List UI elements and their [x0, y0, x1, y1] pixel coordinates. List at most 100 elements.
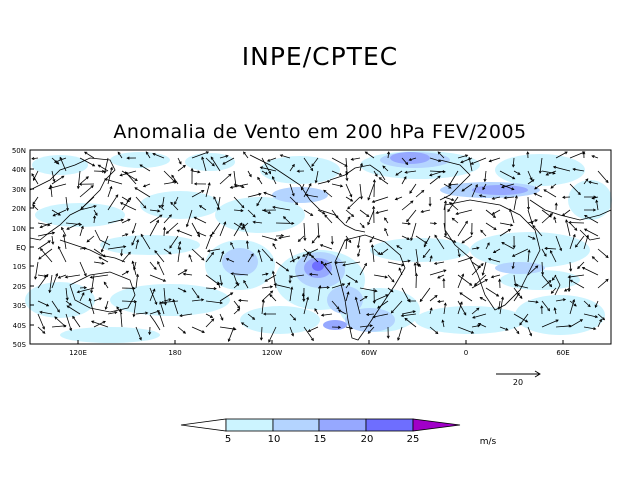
wind-arrow	[345, 157, 348, 175]
wind-arrow-head	[501, 242, 505, 245]
wind-arrow-head	[257, 176, 261, 180]
wind-arrow-head	[230, 241, 234, 246]
wind-arrow-head	[459, 301, 463, 305]
wind-arrow	[107, 167, 113, 185]
wind-arrow-head	[159, 301, 163, 305]
wind-arrow-head	[487, 257, 492, 261]
wind-arrow	[513, 274, 517, 287]
wind-arrow	[371, 244, 375, 263]
wind-arrow-head	[434, 294, 438, 298]
wind-arrow-head	[220, 317, 224, 321]
wind-arrow	[37, 274, 47, 277]
wind-arrow	[357, 248, 361, 257]
wind-arrow	[272, 243, 277, 250]
wind-arrow	[159, 301, 165, 315]
wind-arrow-head	[532, 236, 536, 240]
wind-arrow	[583, 178, 589, 185]
wind-arrow-head	[541, 272, 545, 276]
wind-arrow	[470, 157, 487, 165]
wind-arrow	[429, 170, 445, 176]
wind-arrow-head	[56, 161, 60, 165]
wind-arrow	[513, 170, 521, 175]
wind-arrow	[135, 326, 142, 340]
wind-arrow-head	[297, 256, 301, 260]
wind-arrow-head	[516, 331, 520, 335]
wind-arrow-head	[334, 261, 338, 265]
wind-arrow	[345, 183, 352, 197]
wind-arrow	[492, 209, 501, 215]
wind-arrow-head	[473, 282, 478, 286]
wind-arrow	[233, 209, 243, 212]
wind-arrow	[278, 235, 291, 239]
wind-arrow-head	[123, 245, 127, 249]
wind-arrow	[98, 164, 109, 172]
wind-arrow-head	[548, 280, 552, 284]
wind-arrow-head	[412, 310, 416, 314]
wind-arrow-head	[227, 338, 231, 342]
wind-arrow	[107, 219, 124, 224]
wind-arrow	[51, 300, 60, 313]
wind-arrow	[597, 313, 605, 321]
page-title: INPE/CPTEC	[241, 42, 399, 71]
wind-arrow	[90, 274, 95, 293]
wind-arrow-head	[496, 293, 500, 297]
wind-arrow	[519, 313, 529, 326]
wind-arrow	[457, 326, 474, 334]
wind-arrow	[104, 157, 109, 174]
wind-arrow-head	[239, 222, 243, 226]
wind-arrow	[59, 157, 67, 172]
wind-arrow-head	[159, 214, 163, 218]
wind-arrow-head	[394, 197, 398, 201]
wind-arrow-head	[217, 281, 221, 285]
wind-arrow-head	[243, 151, 247, 155]
wind-arrow-head	[568, 221, 572, 225]
wind-arrow	[139, 164, 151, 172]
wind-arrow-head	[223, 221, 227, 225]
wind-arrow	[315, 170, 319, 183]
wind-arrow-head	[351, 213, 355, 218]
wind-arrow	[213, 196, 221, 211]
wind-arrow-head	[89, 275, 93, 279]
wind-arrow	[171, 175, 179, 185]
wind-arrow-head	[259, 337, 263, 341]
wind-arrow	[149, 289, 156, 302]
wind-arrow-head	[398, 267, 402, 271]
wind-arrow	[205, 300, 223, 304]
wind-arrow-head	[386, 151, 391, 155]
wind-arrow-head	[346, 291, 350, 295]
wind-arrow-head	[188, 254, 192, 258]
wind-arrow-head	[587, 304, 591, 308]
wind-arrow-head	[583, 228, 588, 232]
wind-arrow	[247, 193, 262, 198]
wind-arrow-head	[364, 262, 367, 266]
wind-arrow-head	[92, 163, 96, 167]
wind-arrow	[303, 326, 314, 341]
wind-arrow-head	[500, 296, 505, 300]
wind-arrow	[582, 267, 599, 276]
wind-arrow-head	[505, 327, 509, 331]
wind-arrow	[260, 326, 263, 340]
lon-label-120w: 120W	[262, 349, 282, 357]
wind-arrow-head	[586, 234, 589, 238]
wind-arrow-head	[49, 184, 53, 188]
wind-arrow-head	[421, 189, 425, 193]
wind-arrow-head	[516, 292, 520, 296]
wind-arrow	[345, 238, 348, 250]
wind-arrow-head	[451, 217, 455, 221]
wind-arrow-head	[101, 169, 106, 173]
wind-arrow-head	[219, 282, 223, 286]
wind-arrow-head	[565, 219, 569, 223]
wind-arrow-head	[139, 164, 143, 168]
wind-arrow-head	[241, 205, 245, 209]
wind-arrow	[219, 274, 223, 286]
wind-arrow-head	[80, 225, 84, 229]
wind-arrow	[331, 300, 340, 310]
lon-label-60w: 60W	[361, 349, 377, 357]
wind-arrow-head	[205, 151, 210, 155]
wind-arrow	[272, 176, 277, 185]
wind-arrow	[260, 166, 277, 172]
wind-arrow-head	[302, 298, 306, 302]
wind-arrow	[289, 183, 295, 196]
wind-arrow	[569, 234, 576, 250]
wind-arrow-head	[131, 260, 135, 264]
